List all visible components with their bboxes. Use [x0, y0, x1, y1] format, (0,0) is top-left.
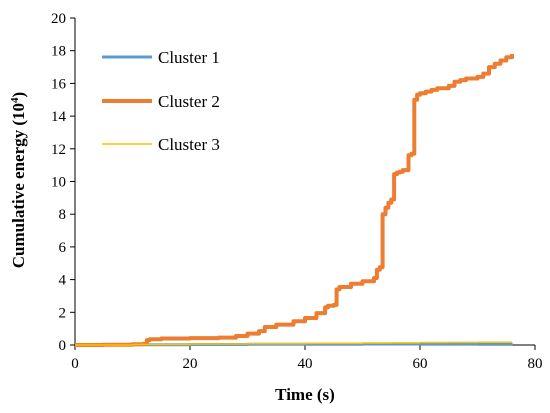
y-tick-label: 0: [59, 338, 67, 354]
legend-label-cluster-3: Cluster 3: [158, 135, 220, 154]
y-tick-labels: 0 2 4 6 8 10 12 14 16 18 20: [51, 11, 67, 354]
y-tick-label: 16: [51, 76, 67, 92]
y-axis-title: Cumulative energy (104): [9, 92, 28, 268]
y-tick-label: 6: [59, 240, 67, 256]
y-axis-title-exponent: 4: [9, 97, 21, 103]
x-tick-label: 20: [183, 356, 198, 372]
y-tick-label: 12: [51, 142, 66, 158]
x-tick-label: 60: [413, 356, 428, 372]
series-lines: [75, 54, 514, 347]
y-tick-label: 14: [51, 109, 67, 125]
x-tick-label: 0: [71, 356, 79, 372]
x-tick-labels: 0 20 40 60 80: [71, 356, 542, 372]
legend: Cluster 1 Cluster 2 Cluster 3: [102, 48, 220, 154]
x-axis-title: Time (s): [275, 385, 335, 404]
x-tick-label: 80: [528, 356, 543, 372]
series-line-cluster-3: [75, 341, 513, 346]
legend-label-cluster-2: Cluster 2: [158, 92, 220, 111]
axes: [70, 17, 536, 350]
legend-label-cluster-1: Cluster 1: [158, 48, 220, 67]
series-line-cluster-2: [75, 54, 514, 347]
y-tick-label: 10: [51, 175, 66, 191]
y-axis-title-base: Cumulative energy (10: [9, 103, 28, 268]
y-tick-label: 20: [51, 11, 66, 27]
y-tick-label: 8: [59, 207, 67, 223]
y-tick-label: 2: [59, 305, 67, 321]
x-tick-label: 40: [298, 356, 313, 372]
y-tick-label: 4: [59, 273, 67, 289]
y-axis-title-close: ): [9, 92, 28, 98]
y-tick-label: 18: [51, 44, 66, 60]
